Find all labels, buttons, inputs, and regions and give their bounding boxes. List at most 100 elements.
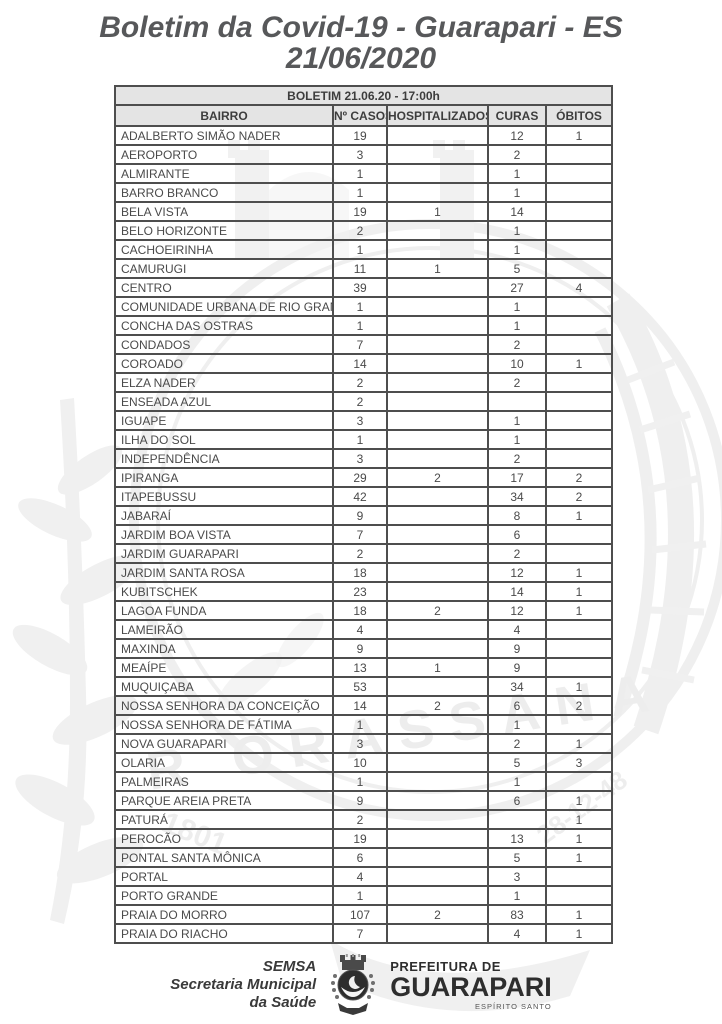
cell-obitos: 1: [544, 562, 614, 583]
cell-hospitalizados: [386, 334, 489, 355]
cell-curas: 6: [487, 790, 547, 811]
cell-curas: [487, 391, 547, 412]
cell-hospitalizados: [386, 277, 489, 298]
cell-casos: 10: [332, 752, 388, 773]
cell-bairro: NOSSA SENHORA DA CONCEIÇÃO: [114, 695, 334, 716]
cell-hospitalizados: [386, 144, 489, 165]
table-row: LAGOA FUNDA 18 2 12 1: [114, 600, 614, 621]
table-row: PONTAL SANTA MÔNICA 6 5 1: [114, 847, 614, 868]
cell-hospitalizados: [386, 923, 489, 944]
cell-curas: 13: [487, 828, 547, 849]
table-row: PARQUE AREIA PRETA 9 6 1: [114, 790, 614, 811]
cell-casos: 1: [332, 182, 388, 203]
cell-obitos: [544, 372, 614, 393]
cell-bairro: LAMEIRÃO: [114, 619, 334, 640]
cell-curas: 1: [487, 315, 547, 336]
cell-hospitalizados: 2: [386, 904, 489, 925]
cell-obitos: [544, 296, 614, 317]
cell-hospitalizados: [386, 809, 489, 830]
cell-hospitalizados: 2: [386, 467, 489, 488]
table-caption-row: BOLETIM 21.06.20 - 17:00h: [113, 85, 614, 106]
cell-obitos: [544, 258, 614, 279]
cell-obitos: [544, 391, 614, 412]
table-body: ADALBERTO SIMÃO NADER 19 12 1 AEROPORTO …: [114, 125, 614, 944]
prefeitura-block: PREFEITURA DE GUARAPARI ESPÍRITO SANTO: [390, 960, 552, 1011]
table-row: ITAPEBUSSU 42 34 2: [114, 486, 614, 507]
cell-bairro: BELA VISTA: [114, 201, 334, 222]
cell-casos: 2: [332, 220, 388, 241]
cell-curas: 4: [487, 619, 547, 640]
cell-obitos: 1: [544, 125, 614, 146]
cell-obitos: [544, 543, 614, 564]
cell-casos: 9: [332, 638, 388, 659]
cell-curas: 6: [487, 695, 547, 716]
cell-obitos: 1: [544, 809, 614, 830]
cell-bairro: MAXINDA: [114, 638, 334, 659]
table-row: BELO HORIZONTE 2 1: [114, 220, 614, 241]
cell-casos: 1: [332, 239, 388, 260]
cell-casos: 1: [332, 296, 388, 317]
cell-casos: 1: [332, 315, 388, 336]
table-row: AEROPORTO 3 2: [114, 144, 614, 165]
semsa-block: SEMSA Secretaria Municipal da Saúde: [170, 958, 316, 1011]
cell-hospitalizados: [386, 296, 489, 317]
cell-obitos: [544, 866, 614, 887]
table-caption: BOLETIM 21.06.20 - 17:00h: [113, 85, 614, 106]
cell-curas: 34: [487, 486, 547, 507]
table-row: ENSEADA AZUL 2: [114, 391, 614, 412]
table-row: CAMURUGI 11 1 5: [114, 258, 614, 279]
cell-obitos: [544, 182, 614, 203]
cell-bairro: ITAPEBUSSU: [114, 486, 334, 507]
cell-curas: 1: [487, 182, 547, 203]
cell-hospitalizados: [386, 714, 489, 735]
cell-casos: 19: [332, 828, 388, 849]
cell-casos: 9: [332, 790, 388, 811]
table-row: CENTRO 39 27 4: [114, 277, 614, 298]
page-title-line1: Boletim da Covid-19 - Guarapari - ES: [99, 11, 623, 44]
cell-bairro: BARRO BRANCO: [114, 182, 334, 203]
cell-casos: 6: [332, 847, 388, 868]
cell-hospitalizados: [386, 505, 489, 526]
cell-obitos: [544, 714, 614, 735]
cell-casos: 29: [332, 467, 388, 488]
cell-casos: 9: [332, 505, 388, 526]
cell-obitos: 1: [544, 847, 614, 868]
cell-hospitalizados: [386, 125, 489, 146]
table-row: PRAIA DO RIACHO 7 4 1: [114, 923, 614, 944]
table-row: ADALBERTO SIMÃO NADER 19 12 1: [114, 125, 614, 146]
cell-obitos: 2: [544, 467, 614, 488]
table-header-row: BAIRRO Nº CASOS HOSPITALIZADOS CURAS ÓBI…: [114, 104, 614, 127]
cell-casos: 1: [332, 885, 388, 906]
cell-curas: 17: [487, 467, 547, 488]
covid-table-wrapper: BOLETIM 21.06.20 - 17:00h BAIRRO Nº CASO…: [113, 85, 614, 944]
cell-curas: 1: [487, 714, 547, 735]
cell-casos: 3: [332, 410, 388, 431]
cell-obitos: 1: [544, 923, 614, 944]
cell-bairro: IGUAPE: [114, 410, 334, 431]
page-title-line2: 21/06/2020: [285, 42, 437, 76]
cell-bairro: JARDIM BOA VISTA: [114, 524, 334, 545]
footer: SEMSA Secretaria Municipal da Saúde: [0, 952, 722, 1018]
cell-curas: 9: [487, 657, 547, 678]
cell-curas: 1: [487, 220, 547, 241]
cell-obitos: 4: [544, 277, 614, 298]
cell-hospitalizados: [386, 866, 489, 887]
cell-casos: 1: [332, 714, 388, 735]
cell-hospitalizados: [386, 638, 489, 659]
table-row: MEAÍPE 13 1 9: [114, 657, 614, 678]
table-row: ALMIRANTE 1 1: [114, 163, 614, 184]
cell-casos: 42: [332, 486, 388, 507]
cell-casos: 4: [332, 619, 388, 640]
cell-obitos: [544, 429, 614, 450]
table-row: BELA VISTA 19 1 14: [114, 201, 614, 222]
cell-casos: 2: [332, 372, 388, 393]
cell-curas: 1: [487, 429, 547, 450]
cell-obitos: 1: [544, 505, 614, 526]
table-row: PRAIA DO MORRO 107 2 83 1: [114, 904, 614, 925]
cell-casos: 1: [332, 163, 388, 184]
cell-curas: 1: [487, 410, 547, 431]
cell-bairro: CACHOEIRINHA: [114, 239, 334, 260]
cell-curas: 2: [487, 448, 547, 469]
cell-bairro: INDEPENDÊNCIA: [114, 448, 334, 469]
cell-hospitalizados: [386, 828, 489, 849]
